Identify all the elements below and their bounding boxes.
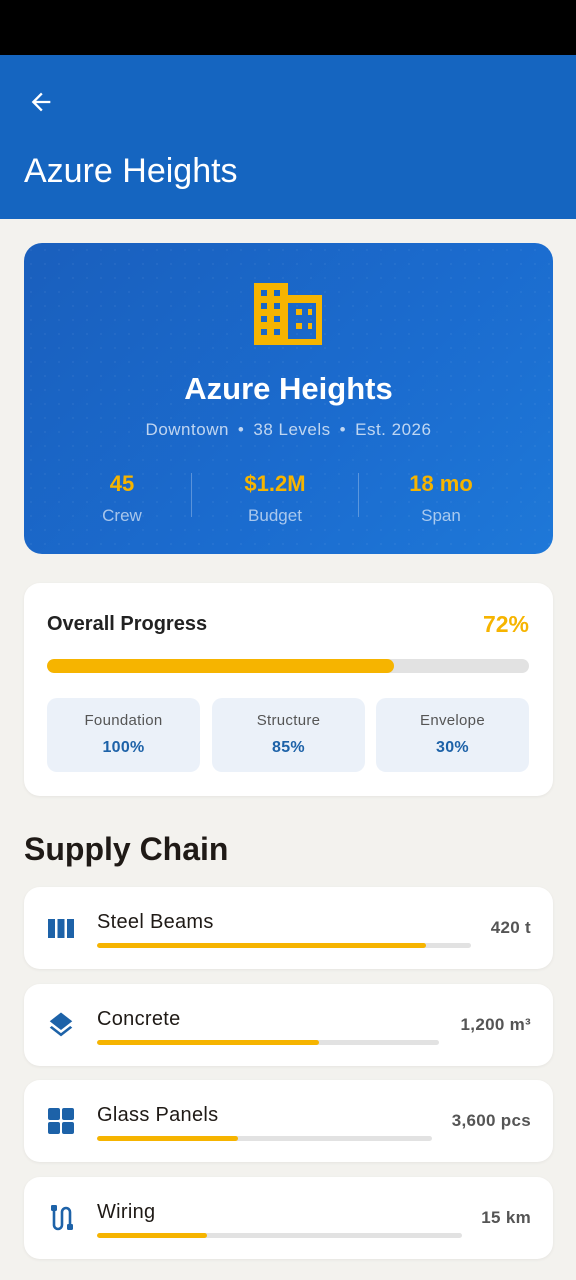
progress-bar-fill: [47, 659, 395, 673]
stat-value: 18 mo: [409, 471, 473, 496]
project-meta: Downtown • 38 Levels • Est. 2026: [24, 420, 553, 440]
supply-item-quantity: 1,200 m³: [460, 1015, 531, 1034]
project-location: Downtown: [145, 420, 229, 439]
phase-name: Structure: [256, 712, 321, 729]
phase-foundation[interactable]: Foundation 100%: [47, 698, 200, 772]
phase-value: 30%: [436, 739, 469, 756]
phase-name: Foundation: [84, 712, 163, 729]
project-levels: 38 Levels: [253, 420, 331, 439]
layers-icon: [49, 1012, 73, 1037]
status-bar: [0, 0, 576, 55]
project-stats: 45 Crew $1.2M Budget 18 mo Span: [24, 471, 553, 525]
supply-item-name: Glass Panels: [97, 1104, 219, 1126]
arrow-left-icon: [31, 92, 51, 112]
supply-item-quantity: 420 t: [490, 918, 531, 937]
stat-divider: [191, 473, 192, 517]
stat-value: $1.2M: [244, 471, 306, 496]
overall-progress-card: Overall Progress 72% Foundation 100% Str…: [24, 583, 553, 796]
phase-value: 100%: [102, 739, 145, 756]
stat-label: Span: [421, 506, 461, 525]
supply-item-name: Wiring: [97, 1201, 156, 1223]
columns-icon: [48, 919, 74, 938]
phase-name: Envelope: [420, 712, 485, 729]
stat-budget: $1.2M Budget: [192, 471, 358, 526]
phase-value: 85%: [272, 739, 305, 756]
phase-structure[interactable]: Structure 85%: [212, 698, 365, 772]
supply-item-steel-beams[interactable]: Steel Beams 420 t: [24, 887, 553, 969]
project-name: Azure Heights: [184, 371, 393, 406]
project-established: Est. 2026: [355, 420, 432, 439]
supply-item-name: Concrete: [97, 1008, 181, 1030]
stat-divider: [358, 473, 359, 517]
supply-item-name: Steel Beams: [97, 911, 214, 933]
project-hero-card: Azure Heights Downtown • 38 Levels • Est. 20…: [24, 243, 553, 554]
supply-item-quantity: 15 km: [481, 1208, 531, 1227]
stat-label: Crew: [102, 506, 142, 525]
progress-bar: [47, 659, 529, 673]
section-title-supply-chain: Supply Chain: [24, 831, 229, 867]
meta-separator: •: [237, 420, 245, 439]
supply-item-bar: [97, 1136, 432, 1141]
back-button[interactable]: [22, 85, 60, 119]
supply-item-concrete[interactable]: Concrete 1,200 m³: [24, 984, 553, 1066]
stat-span: 18 mo Span: [358, 471, 524, 526]
grid-icon: [48, 1108, 74, 1134]
supply-item-bar: [97, 1040, 439, 1045]
progress-percent: 72%: [482, 611, 529, 637]
supply-item-glass-panels[interactable]: Glass Panels 3,600 pcs: [24, 1080, 553, 1162]
stat-label: Budget: [248, 506, 302, 525]
supply-item-bar-fill: [97, 1136, 238, 1141]
meta-separator: •: [339, 420, 347, 439]
supply-item-bar: [97, 943, 471, 948]
supply-item-bar: [97, 1233, 462, 1238]
phase-envelope[interactable]: Envelope 30%: [376, 698, 529, 772]
supply-item-bar-fill: [97, 1040, 320, 1045]
building-icon: [254, 283, 322, 345]
supply-item-quantity: 3,600 pcs: [451, 1111, 531, 1130]
supply-item-bar-fill: [97, 1233, 207, 1238]
progress-title: Overall Progress: [47, 613, 208, 635]
stat-value: 45: [109, 471, 135, 496]
supply-item-wiring[interactable]: Wiring 15 km: [24, 1177, 553, 1259]
cable-icon: [51, 1205, 73, 1231]
supply-item-bar-fill: [97, 943, 427, 948]
stat-crew: 45 Crew: [39, 471, 205, 526]
page-title: Azure Heights: [24, 152, 238, 190]
app-bar: Azure Heights: [0, 55, 576, 219]
